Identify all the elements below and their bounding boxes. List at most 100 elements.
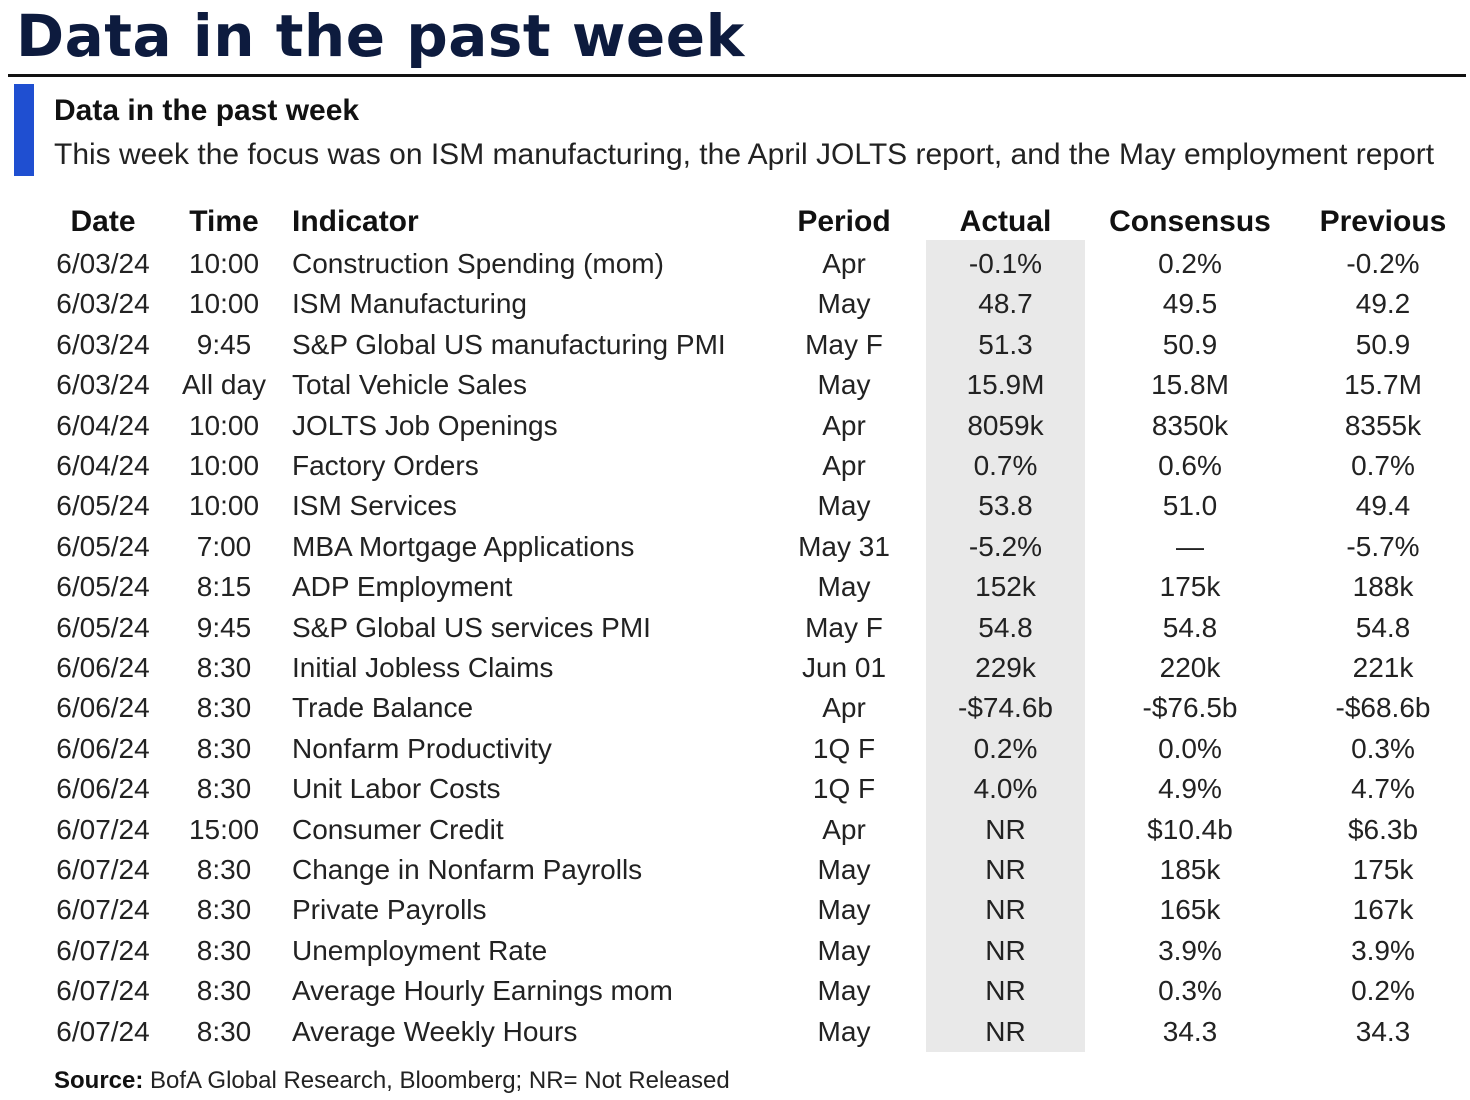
table-row: 6/06/24 8:30 Trade Balance Apr -$74.6b -$76.5… — [0, 688, 1470, 728]
actual-cell: NR — [985, 854, 1026, 885]
period-cell: Apr — [822, 813, 866, 845]
consensus-cell: 34.3 — [1162, 1015, 1218, 1047]
table-row: 6/04/24 10:00 JOLTS Job Openings Apr 8059k 83… — [0, 406, 1470, 446]
time-cell: 10:00 — [188, 490, 260, 522]
time-cell: 8:30 — [196, 652, 252, 683]
period-cell: May — [817, 571, 871, 603]
actual-cell: 4.0% — [973, 773, 1038, 805]
time-cell: 8:30 — [196, 1015, 252, 1047]
period-cell: May — [817, 934, 871, 966]
table-row: 6/07/24 8:30 Unemployment Rate May NR 3.9% 3.9… — [0, 931, 1470, 971]
indicator-cell: S&P Global US services PMI — [292, 611, 651, 643]
indicator-cell: ISM Manufacturing — [292, 288, 527, 320]
actual-cell: 8059k — [967, 409, 1044, 441]
previous-cell: 167k — [1352, 894, 1414, 926]
previous-cell: -0.2% — [1346, 248, 1420, 279]
actual-column-shading — [926, 240, 1085, 1052]
source-note: Source: BofA Global Research, Bloomberg;… — [54, 1064, 730, 1098]
table-row: 6/05/24 8:15 ADP Employment May 152k 175k 188k — [0, 567, 1470, 607]
period-cell: May — [817, 1015, 871, 1047]
table-row: 6/04/24 10:00 Factory Orders Apr 0.7% 0.6% 0.7… — [0, 446, 1470, 486]
date-cell: 6/05/24 — [56, 490, 150, 522]
period-cell: May — [817, 369, 871, 401]
time-cell: 8:30 — [196, 854, 252, 885]
previous-cell: 49.2 — [1355, 288, 1411, 320]
consensus-cell: 0.2% — [1158, 248, 1222, 279]
date-cell: 6/06/24 — [56, 692, 150, 724]
indicator-cell: Average Hourly Earnings mom — [292, 975, 673, 1007]
previous-cell: 4.7% — [1351, 773, 1415, 805]
time-cell: 10:00 — [188, 288, 260, 320]
date-cell: 6/07/24 — [56, 934, 150, 966]
indicator-cell: JOLTS Job Openings — [292, 409, 558, 441]
previous-cell: 8355k — [1344, 409, 1422, 441]
previous-cell: -5.7% — [1346, 530, 1420, 562]
column-header-actual: Actual — [959, 205, 1052, 238]
time-cell: 10:00 — [188, 450, 260, 481]
indicator-cell: Consumer Credit — [292, 813, 504, 845]
source-label: Source: — [54, 1067, 144, 1094]
date-cell: 6/07/24 — [56, 854, 150, 885]
table-row: 6/07/24 8:30 Average Hourly Earnings mom Ma… — [0, 971, 1470, 1011]
previous-cell: 50.9 — [1355, 328, 1411, 360]
previous-cell: 34.3 — [1355, 1015, 1411, 1047]
source-text: BofA Global Research, Bloomberg; NR= Not… — [143, 1067, 730, 1094]
indicator-cell: ISM Services — [292, 490, 457, 522]
time-cell: 10:00 — [188, 248, 260, 279]
consensus-cell: $10.4b — [1147, 813, 1233, 845]
consensus-cell: 4.9% — [1158, 773, 1222, 805]
period-cell: Apr — [822, 409, 866, 441]
date-cell: 6/05/24 — [56, 571, 150, 603]
consensus-cell: 0.3% — [1158, 975, 1222, 1007]
previous-cell: 15.7M — [1344, 369, 1422, 401]
consensus-cell: 220k — [1159, 652, 1221, 683]
previous-cell: 49.4 — [1355, 490, 1411, 522]
table-row: 6/06/24 8:30 Initial Jobless Claims Jun 01 2… — [0, 648, 1470, 688]
date-cell: 6/07/24 — [56, 1015, 150, 1047]
actual-cell: 54.8 — [978, 611, 1033, 643]
actual-cell: NR — [985, 894, 1026, 926]
date-cell: 6/05/24 — [56, 611, 150, 643]
consensus-cell: 0.6% — [1158, 450, 1222, 481]
date-cell: 6/03/24 — [56, 288, 150, 320]
indicator-cell: S&P Global US manufacturing PMI — [292, 328, 726, 360]
period-cell: May — [817, 854, 871, 885]
actual-cell: NR — [985, 1015, 1026, 1047]
indicator-cell: Nonfarm Productivity — [292, 732, 552, 764]
table-row: 6/03/24 All day Total Vehicle Sales May 15.9… — [0, 365, 1470, 405]
consensus-cell: — — [1176, 530, 1204, 562]
accent-bar — [14, 84, 34, 176]
column-header-indicator: Indicator — [292, 205, 419, 238]
actual-cell: 53.8 — [978, 490, 1033, 522]
actual-cell: -0.1% — [968, 248, 1043, 279]
table-row: 6/03/24 10:00 ISM Manufacturing May 48.7 49.5… — [0, 284, 1470, 324]
indicator-cell: Change in Nonfarm Payrolls — [292, 854, 643, 885]
consensus-cell: -$76.5b — [1142, 692, 1238, 724]
date-cell: 6/05/24 — [56, 530, 150, 562]
column-header-date: Date — [70, 205, 136, 238]
indicator-cell: Construction Spending (mom) — [292, 248, 664, 279]
period-cell: Apr — [822, 450, 866, 481]
table-subtitle: Data in the past week — [54, 94, 360, 127]
table-row: 6/05/24 9:45 S&P Global US services PMI May… — [0, 608, 1470, 648]
consensus-cell: 165k — [1159, 894, 1221, 926]
consensus-cell: 49.5 — [1162, 288, 1218, 320]
title-divider — [8, 74, 1466, 77]
column-header-previous: Previous — [1319, 205, 1447, 238]
period-cell: Apr — [822, 248, 866, 279]
indicator-cell: Trade Balance — [292, 692, 474, 724]
actual-cell: 48.7 — [978, 288, 1033, 320]
previous-cell: 0.7% — [1351, 450, 1415, 481]
indicator-cell: Total Vehicle Sales — [292, 369, 528, 401]
actual-cell: 0.7% — [973, 450, 1038, 481]
table-row: 6/03/24 9:45 S&P Global US manufacturing P… — [0, 325, 1470, 365]
period-cell: Apr — [822, 692, 866, 724]
consensus-cell: 175k — [1159, 571, 1221, 603]
consensus-cell: 8350k — [1151, 409, 1229, 441]
previous-cell: 188k — [1352, 571, 1414, 603]
actual-cell: 51.3 — [978, 328, 1033, 360]
actual-cell: -5.2% — [968, 530, 1043, 562]
table-row: 6/07/24 8:30 Average Weekly Hours May NR 34.3… — [0, 1012, 1470, 1052]
indicator-cell: Unit Labor Costs — [292, 773, 501, 805]
date-cell: 6/04/24 — [56, 450, 150, 481]
